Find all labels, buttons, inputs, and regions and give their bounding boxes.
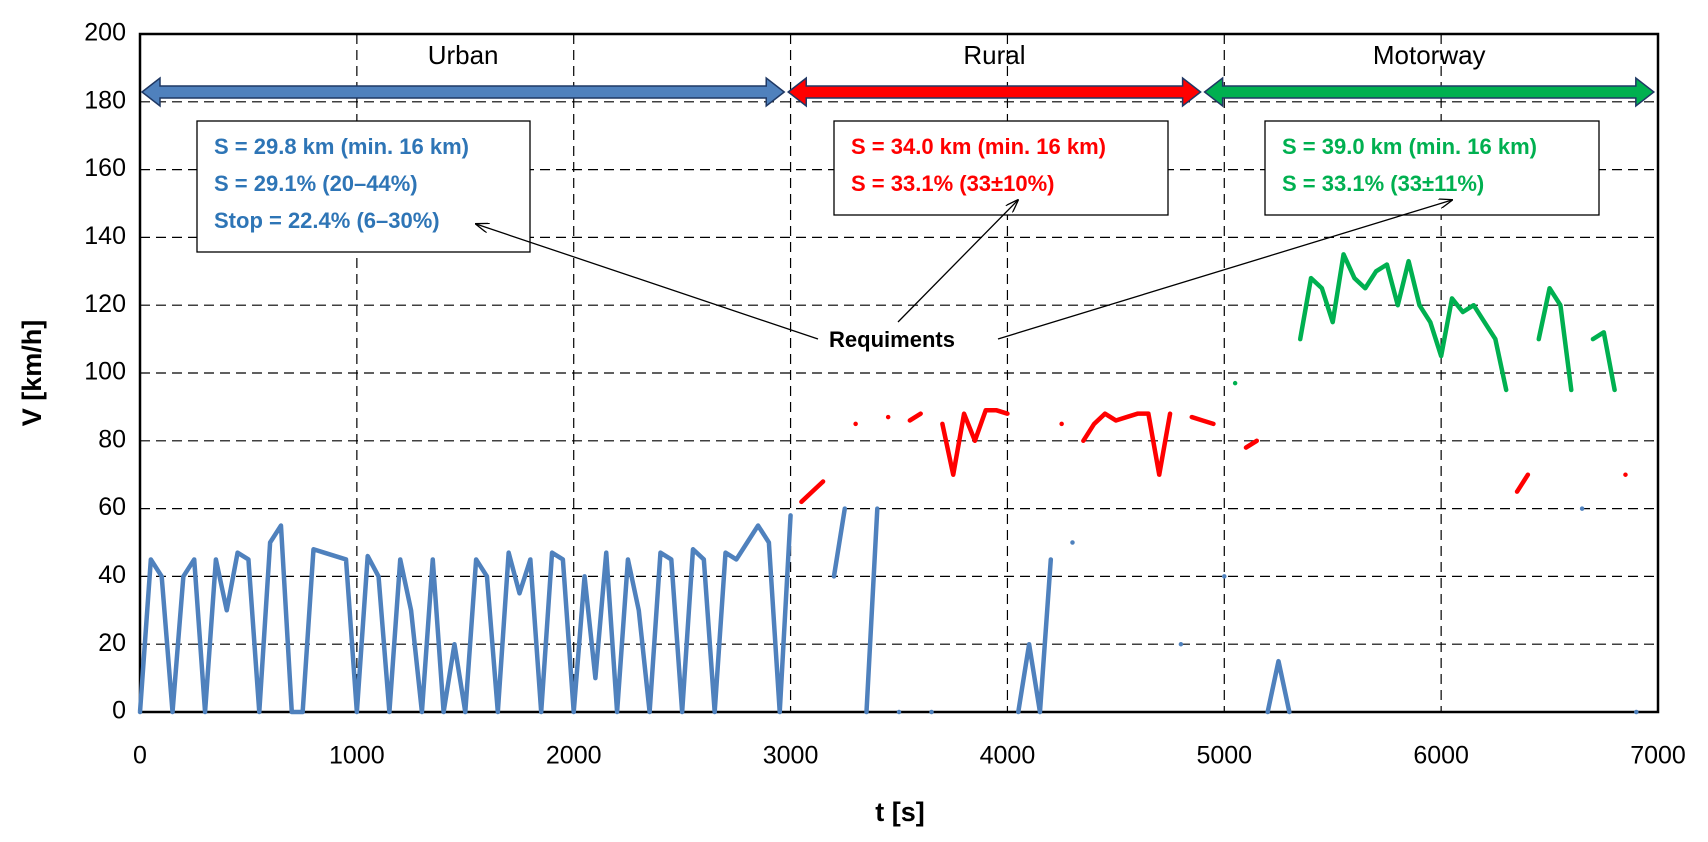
series-line [799, 408, 1628, 505]
annotation-text: S = 33.1% (33±11%) [1282, 171, 1484, 196]
x-tick-label: 2000 [546, 742, 602, 770]
x-tick-label: 5000 [1196, 742, 1252, 770]
y-tick-label: 60 [98, 493, 126, 521]
x-tick-label: 3000 [763, 742, 819, 770]
series-line [137, 506, 1639, 715]
annotation-text: S = 33.1% (33±10%) [851, 171, 1054, 196]
y-tick-label: 140 [84, 222, 126, 250]
y-tick-label: 0 [112, 697, 126, 725]
annotation-box [833, 120, 1169, 216]
y-axis-label: V [km/h] [17, 320, 47, 427]
x-tick-label: 1000 [329, 742, 385, 770]
callout-label: Requiments [829, 327, 955, 352]
annotation-box [1264, 120, 1600, 216]
x-tick-label: 6000 [1413, 742, 1469, 770]
annotation-text: Stop = 22.4% (6–30%) [214, 208, 440, 233]
y-tick-label: 80 [98, 425, 126, 453]
region-arrow [1203, 76, 1656, 108]
annotation-text: S = 29.8 km (min. 16 km) [214, 134, 469, 159]
annotation-text: S = 29.1% (20–44%) [214, 171, 418, 196]
x-axis-label: t [s] [875, 797, 925, 827]
y-tick-label: 200 [84, 19, 126, 47]
region-label: Motorway [1373, 40, 1486, 70]
y-tick-label: 20 [98, 629, 126, 657]
y-tick-label: 40 [98, 561, 126, 589]
y-tick-label: 180 [84, 86, 126, 114]
y-tick-label: 100 [84, 358, 126, 386]
x-tick-label: 7000 [1630, 742, 1686, 770]
x-tick-label: 4000 [980, 742, 1036, 770]
annotation-text: S = 34.0 km (min. 16 km) [851, 134, 1106, 159]
region-arrow [787, 76, 1202, 108]
callout-arrow [897, 200, 1018, 323]
region-label: Urban [428, 40, 499, 70]
y-tick-label: 120 [84, 290, 126, 318]
x-tick-label: 0 [133, 742, 147, 770]
region-label: Rural [963, 40, 1025, 70]
callout-arrow [997, 200, 1452, 340]
series-line [1232, 252, 1617, 393]
y-tick-label: 160 [84, 154, 126, 182]
callout-arrow [476, 224, 819, 340]
annotation-text: S = 39.0 km (min. 16 km) [1282, 134, 1537, 159]
region-arrow [140, 76, 786, 108]
